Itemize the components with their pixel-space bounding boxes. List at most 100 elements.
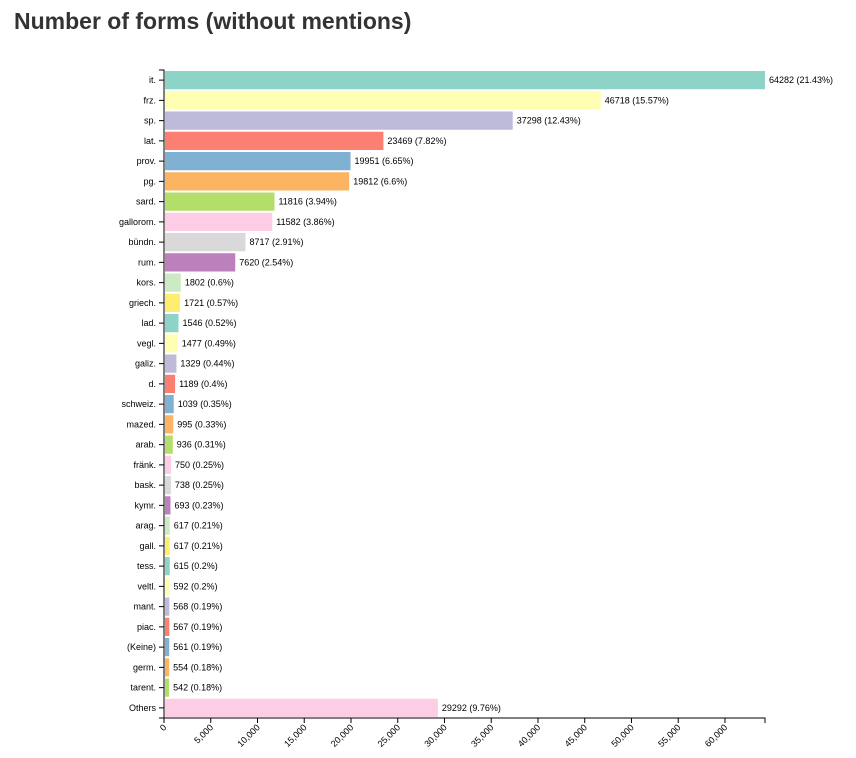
chart-title: Number of forms (without mentions) xyxy=(14,8,412,34)
bar-6 xyxy=(165,192,275,211)
value-label-31: 29292 (9.76%) xyxy=(442,703,501,713)
bar-26 xyxy=(165,597,170,616)
value-label-28: 561 (0.19%) xyxy=(173,642,222,652)
bar-29 xyxy=(165,658,170,677)
value-label-29: 554 (0.18%) xyxy=(173,662,222,672)
x-tick-label-5: 25,000 xyxy=(376,722,403,749)
value-label-13: 1477 (0.49%) xyxy=(182,338,236,348)
x-tick-label-10: 50,000 xyxy=(609,722,636,749)
x-tick-label-2: 10,000 xyxy=(235,722,262,749)
bars: it. 64282 (21.43%) frz. 46718 (15.57%) sp. 37… xyxy=(119,71,833,717)
bar-3 xyxy=(165,131,384,150)
bar-17 xyxy=(165,415,174,434)
bar-0 xyxy=(165,71,765,90)
y-tick-label-4: prov. xyxy=(137,156,156,166)
value-label-30: 542 (0.18%) xyxy=(173,683,222,693)
bar-13 xyxy=(165,334,178,353)
bar-11 xyxy=(165,293,181,312)
x-tick-label-12: 60,000 xyxy=(703,722,730,749)
x-tick-label-6: 30,000 xyxy=(422,722,449,749)
value-label-27: 567 (0.19%) xyxy=(173,622,222,632)
bar-7 xyxy=(165,212,273,231)
x-tick-label-3: 15,000 xyxy=(282,722,309,749)
y-tick-label-25: veltl. xyxy=(137,581,156,591)
bar-10 xyxy=(165,273,181,292)
y-tick-label-17: mazed. xyxy=(126,419,156,429)
y-tick-label-0: it. xyxy=(149,75,156,85)
value-label-17: 995 (0.33%) xyxy=(177,419,226,429)
value-label-4: 19951 (6.65%) xyxy=(355,156,414,166)
value-label-21: 693 (0.23%) xyxy=(174,500,223,510)
value-label-22: 617 (0.21%) xyxy=(174,521,223,531)
y-tick-label-31: Others xyxy=(129,703,157,713)
value-label-12: 1546 (0.52%) xyxy=(182,318,236,328)
y-tick-label-22: arag. xyxy=(135,521,156,531)
value-label-24: 615 (0.2%) xyxy=(174,561,218,571)
y-tick-label-1: frz. xyxy=(144,95,157,105)
y-tick-label-5: pg. xyxy=(143,176,156,186)
value-label-9: 7620 (2.54%) xyxy=(239,257,293,267)
value-label-15: 1189 (0.4%) xyxy=(179,379,227,389)
y-tick-label-13: vegl. xyxy=(137,338,156,348)
y-tick-label-7: gallorom. xyxy=(119,217,156,227)
bar-2 xyxy=(165,111,513,130)
y-tick-label-18: arab. xyxy=(135,440,156,450)
bar-24 xyxy=(165,557,170,576)
x-tick-label-0: 0 xyxy=(158,722,169,733)
bar-4 xyxy=(165,152,351,171)
y-tick-label-19: fränk. xyxy=(133,460,156,470)
y-tick-label-24: tess. xyxy=(137,561,156,571)
x-tick-label-1: 5,000 xyxy=(192,722,215,745)
x-tick-label-11: 55,000 xyxy=(656,722,683,749)
bar-31 xyxy=(165,698,438,717)
bar-5 xyxy=(165,172,350,191)
bar-25 xyxy=(165,577,170,596)
bar-30 xyxy=(165,678,170,697)
y-tick-label-30: tarent. xyxy=(130,683,156,693)
bar-22 xyxy=(165,516,170,535)
value-label-16: 1039 (0.35%) xyxy=(178,399,232,409)
y-tick-label-6: sard. xyxy=(136,197,156,207)
y-tick-label-2: sp. xyxy=(144,116,156,126)
value-label-19: 750 (0.25%) xyxy=(175,460,224,470)
value-label-5: 19812 (6.6%) xyxy=(353,176,407,186)
y-axis-line xyxy=(159,69,165,719)
y-tick-label-10: kors. xyxy=(136,278,156,288)
value-label-11: 1721 (0.57%) xyxy=(184,298,238,308)
bar-18 xyxy=(165,435,173,454)
value-label-1: 46718 (15.57%) xyxy=(605,95,669,105)
bar-16 xyxy=(165,395,174,414)
y-tick-label-28: (Keine) xyxy=(127,642,156,652)
value-label-18: 936 (0.31%) xyxy=(177,440,226,450)
y-tick-label-8: bündn. xyxy=(128,237,156,247)
y-tick-label-23: gall. xyxy=(139,541,156,551)
value-label-23: 617 (0.21%) xyxy=(174,541,223,551)
bar-20 xyxy=(165,476,171,495)
value-label-7: 11582 (3.86%) xyxy=(276,217,334,227)
y-tick-label-21: kymr. xyxy=(135,500,157,510)
y-tick-label-26: mant. xyxy=(133,602,156,612)
value-label-6: 11816 (3.94%) xyxy=(278,197,336,207)
y-tick-label-29: germ. xyxy=(133,662,156,672)
x-tick-label-4: 20,000 xyxy=(329,722,356,749)
value-label-10: 1802 (0.6%) xyxy=(185,278,234,288)
bar-12 xyxy=(165,314,179,333)
y-tick-label-3: lat. xyxy=(144,136,156,146)
value-label-25: 592 (0.2%) xyxy=(174,581,218,591)
y-tick-label-20: bask. xyxy=(134,480,156,490)
value-label-8: 8717 (2.91%) xyxy=(249,237,303,247)
bar-8 xyxy=(165,233,246,252)
value-label-26: 568 (0.19%) xyxy=(173,602,222,612)
bar-23 xyxy=(165,536,170,555)
y-tick-label-14: galiz. xyxy=(135,359,156,369)
bar-19 xyxy=(165,455,172,474)
y-tick-label-9: rum. xyxy=(138,257,156,267)
bar-21 xyxy=(165,496,171,515)
value-label-0: 64282 (21.43%) xyxy=(769,75,833,85)
y-tick-label-11: griech. xyxy=(129,298,156,308)
value-label-3: 23469 (7.82%) xyxy=(387,136,446,146)
bar-15 xyxy=(165,374,176,393)
bar-27 xyxy=(165,617,170,636)
y-tick-label-12: lad. xyxy=(141,318,156,328)
